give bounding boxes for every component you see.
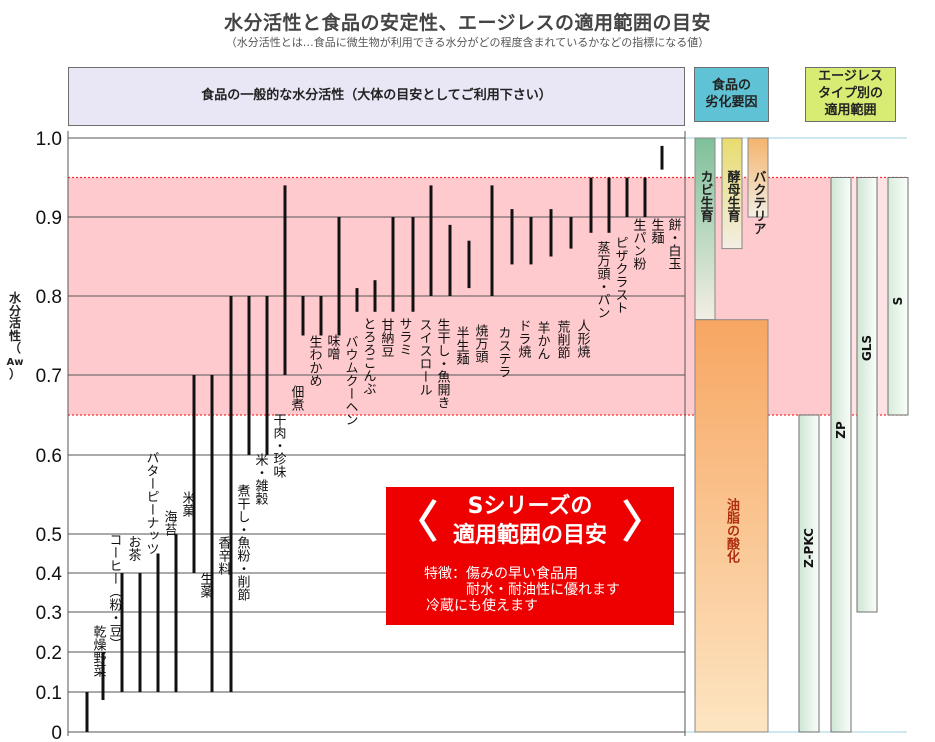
food-label: 人形焼: [575, 319, 591, 358]
y-tick-label: 0.8: [36, 287, 62, 308]
food-label: 干肉・珍味: [271, 413, 287, 478]
food-aw-header-label: 食品の一般的な水分活性（大体の目安としてご利用下さい）: [201, 88, 552, 104]
degradation-bar: [721, 137, 743, 250]
food-label: 生麺: [649, 218, 665, 244]
food-label: 荒削節: [555, 320, 571, 359]
food-label: 味噌: [325, 334, 341, 360]
degradation-label: バクテリア: [751, 170, 767, 235]
food-label: 香辛料: [216, 536, 232, 575]
food-label: 生パン粉: [631, 218, 647, 270]
chart-title: 水分活性と食品の安定性、エージレスの適用範囲の目安: [223, 12, 712, 34]
y-tick-label: 0.4: [36, 564, 63, 585]
callout-bracket-right: 〉: [622, 497, 666, 548]
y-tick-label: 0.5: [36, 525, 62, 546]
food-label: カステラ: [496, 326, 511, 378]
food-label: 甘納豆: [379, 318, 395, 357]
callout-feature-3: 冷蔵にも使えます: [426, 598, 538, 615]
food-label: 蒸万頭・パン: [595, 241, 611, 319]
ageless-label: ZP: [834, 421, 848, 439]
y-tick-label: 1.0: [36, 129, 62, 150]
food-label: 焼万頭: [473, 324, 489, 363]
food-label: 生薬: [198, 572, 214, 598]
food-label: 半生麺: [454, 326, 470, 365]
degradation-bar: [694, 319, 769, 733]
ageless-label: Z-PKC: [802, 528, 816, 568]
degradation-factors-header: 食品の 劣化要因: [694, 67, 769, 122]
ageless-label: S: [891, 297, 905, 306]
food-label: コーヒー（粉・豆）: [107, 533, 123, 650]
ageless-bar: [887, 177, 909, 416]
y-axis-label: 水分活性（Aw）: [6, 291, 24, 382]
food-label: バターピーナッツ: [144, 451, 160, 555]
food-aw-header: 食品の一般的な水分活性（大体の目安としてご利用下さい）: [68, 67, 685, 126]
callout-feature-label: 特徴：: [424, 566, 466, 582]
y-tick-label: 0.6: [36, 446, 62, 467]
food-label: バウムクーヘン: [343, 335, 359, 426]
degradation-label: カビ生育: [698, 170, 714, 223]
food-label: サラミ: [397, 317, 412, 356]
food-label: お茶: [126, 535, 142, 561]
ageless-bar: [798, 414, 820, 733]
y-tick-label: 0: [51, 723, 62, 742]
food-label: スイスロール: [417, 318, 432, 396]
callout-title-line1: Sシリーズの: [467, 494, 593, 519]
food-label: 煮干し・魚粉・削節: [235, 484, 251, 601]
food-label: 米菓: [180, 491, 196, 517]
degradation-label: 油脂の酸化: [724, 497, 741, 564]
food-label: 餅・白玉: [666, 218, 682, 270]
callout-features: 特徴：傷みの早い食品用 耐水・耐油性に優れます 冷蔵にも使えます: [424, 566, 620, 615]
y-tick-label: 0.9: [36, 208, 62, 229]
ageless-bar: [856, 177, 878, 613]
degradation-header-label: 食品の 劣化要因: [705, 77, 758, 110]
callout-bracket-left: 〈: [394, 497, 438, 548]
y-tick-label: 0.7: [36, 366, 62, 387]
food-label: 生干し・魚開き: [435, 318, 451, 409]
degradation-bar: [747, 137, 769, 218]
chart-subtitle: （水分活性とは…食品に微生物が利用できる水分がどの程度含まれているかなどの指標に…: [225, 36, 710, 49]
s-series-callout: 〈 〉 Sシリーズの 適用範囲の目安 特徴：傷みの早い食品用 耐水・耐油性に優れ…: [386, 487, 674, 625]
y-tick-label: 0.1: [36, 683, 62, 704]
degradation-label: 酵母生育: [725, 169, 741, 223]
callout-feature-1: 傷みの早い食品用: [466, 566, 578, 582]
ageless-header-label: エージレス タイプ別の 適用範囲: [817, 69, 883, 118]
food-label: ドラ焼: [516, 319, 532, 358]
food-label: 羊かん: [535, 320, 551, 360]
food-label: 生わかめ: [307, 335, 323, 387]
food-label: とろろこんぶ: [361, 317, 377, 395]
y-tick-label: 0.3: [36, 603, 62, 624]
food-label: 佃煮: [289, 385, 305, 412]
food-label: 米・雑穀: [253, 453, 269, 505]
y-tick-label: 0.2: [36, 643, 62, 664]
food-label: ピザクラスト: [613, 236, 629, 314]
degradation-bar: [694, 137, 716, 321]
ageless-bar: [830, 177, 852, 733]
ageless-types-header: エージレス タイプ別の 適用範囲: [805, 67, 896, 122]
food-label: 海苔: [162, 510, 178, 536]
callout-feature-2: 耐水・耐油性に優れます: [466, 582, 620, 599]
ageless-label: GLS: [860, 335, 874, 361]
callout-title-line2: 適用範囲の目安: [452, 522, 607, 548]
